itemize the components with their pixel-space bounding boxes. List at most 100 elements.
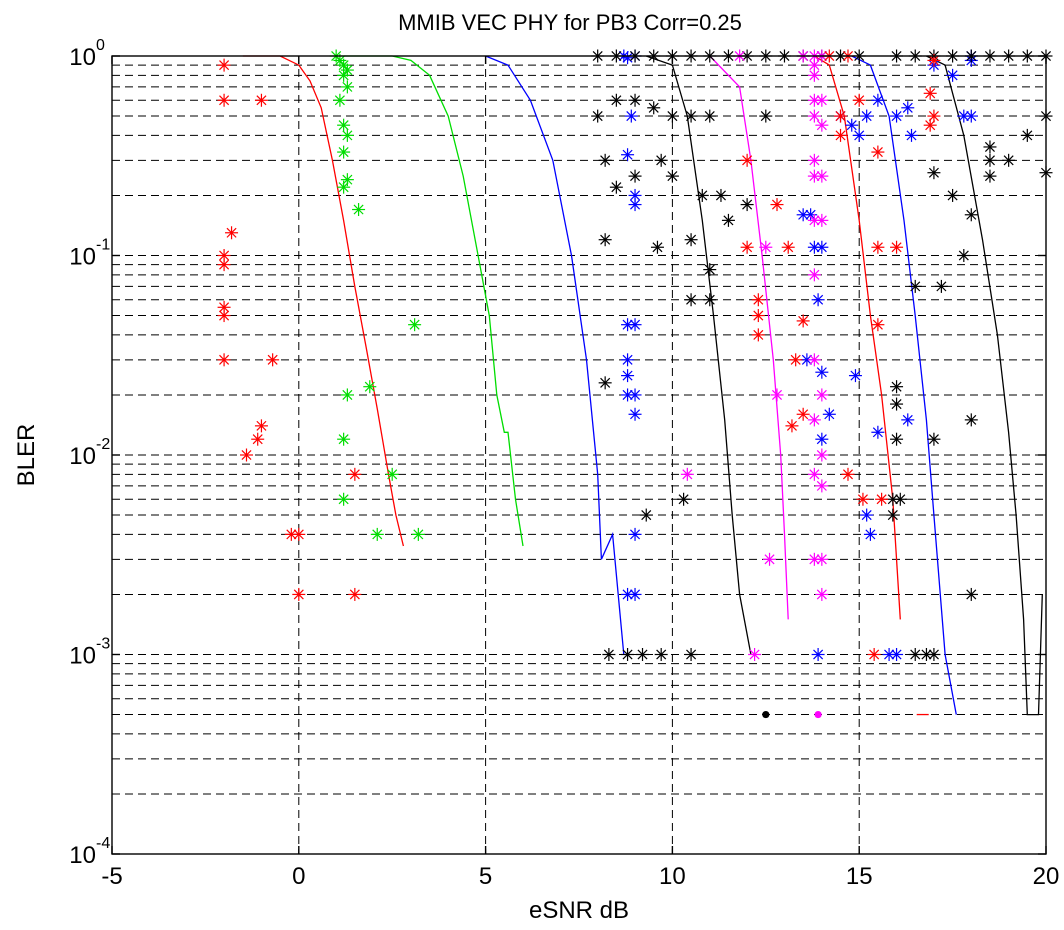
data-point-blue [822,407,836,421]
data-point-magenta [759,240,773,254]
data-point-magenta [807,68,821,82]
y-tick-base: 10 [69,842,96,869]
y-tick-base: 10 [69,643,96,670]
data-point-green [340,128,354,142]
data-point-black [759,109,773,123]
data-point-red [225,226,239,240]
data-point-magenta [763,552,777,566]
data-point-magenta [815,388,829,402]
data-point-black [893,492,907,506]
x-tick-label: -5 [101,863,122,890]
data-point-black [609,180,623,194]
data-point-magenta [815,552,829,566]
marker-dot-black [762,710,770,719]
data-point-magenta [815,587,829,601]
data-point-blue [621,587,635,601]
data-point-red [770,198,784,212]
data-point-blue [628,318,642,332]
data-point-black [636,648,650,661]
data-point-magenta [807,268,821,282]
data-point-red [852,93,866,107]
data-point-magenta [807,153,821,167]
data-point-red [217,58,231,72]
data-point-black [983,140,997,154]
data-point-black [890,397,904,411]
data-point-red [254,93,268,107]
data-point-blue [905,128,919,142]
data-point-black [598,153,612,167]
data-point-black [639,508,653,522]
data-point-blue [871,93,885,107]
data-point-black [946,188,960,202]
data-point-blue [957,109,971,123]
data-point-black [964,587,978,601]
data-point-magenta [815,169,829,183]
data-point-blue [848,369,862,383]
grid [112,56,1046,854]
data-point-blue [860,508,874,522]
data-point-red [217,309,231,323]
data-point-red [217,258,231,272]
marker-dot-magenta [814,710,822,719]
data-point-red [875,492,889,506]
data-point-red [867,648,881,661]
data-point-black [721,213,735,227]
data-point-blue [621,148,635,162]
data-point-blue [621,369,635,383]
data-point-blue [628,407,642,421]
data-point-red [923,86,937,100]
data-point-blue [882,648,896,661]
data-point-black [703,263,717,277]
data-point-red [740,153,754,167]
series-line-blue [485,55,625,655]
data-point-blue [624,109,638,123]
data-point-black [665,109,679,123]
data-point-red [796,407,810,421]
data-point-blue [621,388,635,402]
data-point-red [217,353,231,367]
data-point-red [781,240,795,254]
data-point-black [983,169,997,183]
data-point-green [337,68,351,82]
data-point-green [337,118,351,132]
series-line-magenta [709,55,789,620]
data-point-green [340,173,354,187]
data-point-magenta [807,413,821,427]
data-point-green [370,527,384,541]
data-point-blue [811,293,825,307]
data-point-blue [901,101,915,115]
data-point-red [266,353,280,367]
data-point-magenta [815,448,829,462]
data-point-red [740,240,754,254]
y-tick-exponent: -2 [96,436,110,453]
data-point-black [908,279,922,293]
series-line-red [242,55,405,547]
data-point-red [890,240,904,254]
data-point-black [684,109,698,123]
data-point-green [411,527,425,541]
series-line-black [645,55,752,655]
data-point-blue [863,527,877,541]
data-point-black [886,508,900,522]
x-tick-label: 0 [292,863,305,890]
data-point-red [239,448,253,462]
series-line-red [814,55,901,620]
series-curves [242,55,1043,716]
y-tick-base: 10 [69,44,96,71]
data-point-magenta [815,213,829,227]
data-point-blue [621,353,635,367]
data-point-black [890,432,904,446]
data-point-red [292,527,306,541]
data-point-green [337,432,351,446]
x-axis-label: eSNR dB [529,897,629,924]
data-point-black [665,169,679,183]
data-point-red [292,587,306,601]
data-point-black [654,153,668,167]
y-tick-exponent: -4 [96,835,110,852]
series-line-black [926,55,1043,716]
data-point-blue [628,388,642,402]
data-point-red [923,118,937,132]
data-point-blue [852,128,866,142]
